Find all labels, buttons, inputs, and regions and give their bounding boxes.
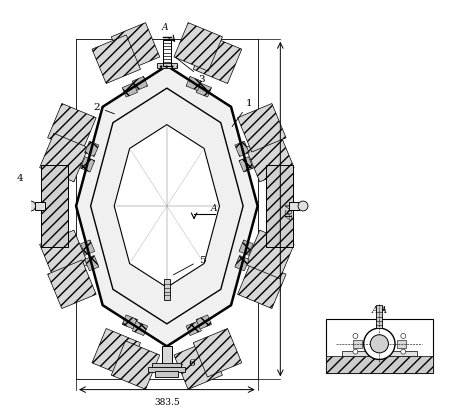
Bar — [40, 134, 88, 183]
Bar — [155, 372, 178, 377]
Bar — [239, 157, 253, 173]
Bar — [196, 84, 211, 98]
Bar — [174, 341, 222, 389]
Bar — [193, 329, 242, 377]
Bar — [81, 240, 95, 256]
Bar — [266, 165, 293, 248]
Text: A: A — [210, 204, 217, 213]
Bar — [40, 230, 88, 279]
Bar — [164, 279, 170, 300]
Circle shape — [353, 334, 358, 339]
Bar — [47, 104, 96, 153]
Bar — [174, 24, 222, 72]
Circle shape — [26, 202, 36, 211]
Bar — [47, 260, 96, 309]
Circle shape — [298, 202, 308, 211]
Circle shape — [353, 349, 358, 354]
Text: 4: 4 — [17, 173, 24, 182]
Bar — [342, 351, 417, 356]
Bar — [132, 322, 147, 336]
Bar — [132, 77, 147, 91]
Bar — [237, 260, 286, 309]
Bar — [353, 340, 362, 348]
Bar — [326, 319, 433, 373]
Bar — [85, 142, 99, 157]
Text: 3: 3 — [175, 58, 205, 83]
Bar — [326, 356, 433, 373]
Text: 6: 6 — [165, 358, 195, 368]
Bar — [41, 165, 68, 248]
Circle shape — [401, 334, 406, 339]
Bar — [122, 84, 137, 98]
Bar — [163, 41, 171, 66]
Bar — [148, 367, 185, 372]
Bar — [153, 363, 181, 367]
Bar — [186, 322, 201, 336]
Bar — [196, 315, 211, 329]
Bar — [111, 341, 160, 389]
Bar — [235, 256, 249, 271]
Bar — [35, 202, 45, 211]
Bar — [235, 142, 249, 157]
Bar — [162, 347, 172, 365]
Text: 5: 5 — [173, 255, 205, 275]
Bar — [289, 202, 299, 211]
Bar — [85, 256, 99, 271]
Bar — [397, 340, 406, 348]
Bar — [156, 64, 177, 69]
Bar — [246, 134, 294, 183]
Text: 383.5: 383.5 — [154, 397, 180, 406]
Text: 2: 2 — [93, 103, 114, 114]
Bar — [239, 240, 253, 256]
Bar — [237, 104, 286, 153]
Bar — [81, 157, 95, 173]
Bar — [186, 77, 201, 91]
Polygon shape — [76, 66, 258, 347]
Polygon shape — [114, 125, 219, 288]
Bar — [92, 329, 140, 377]
Bar — [111, 24, 160, 72]
Circle shape — [401, 349, 406, 354]
Text: 1: 1 — [232, 99, 253, 127]
Bar — [92, 36, 140, 84]
Text: 464: 464 — [285, 201, 294, 218]
Bar — [246, 230, 294, 279]
Circle shape — [364, 328, 395, 360]
Bar — [122, 315, 137, 329]
Text: A: A — [162, 24, 168, 32]
Text: A-A: A-A — [371, 306, 387, 315]
Bar — [193, 36, 242, 84]
Circle shape — [370, 335, 388, 353]
Bar — [376, 306, 382, 328]
